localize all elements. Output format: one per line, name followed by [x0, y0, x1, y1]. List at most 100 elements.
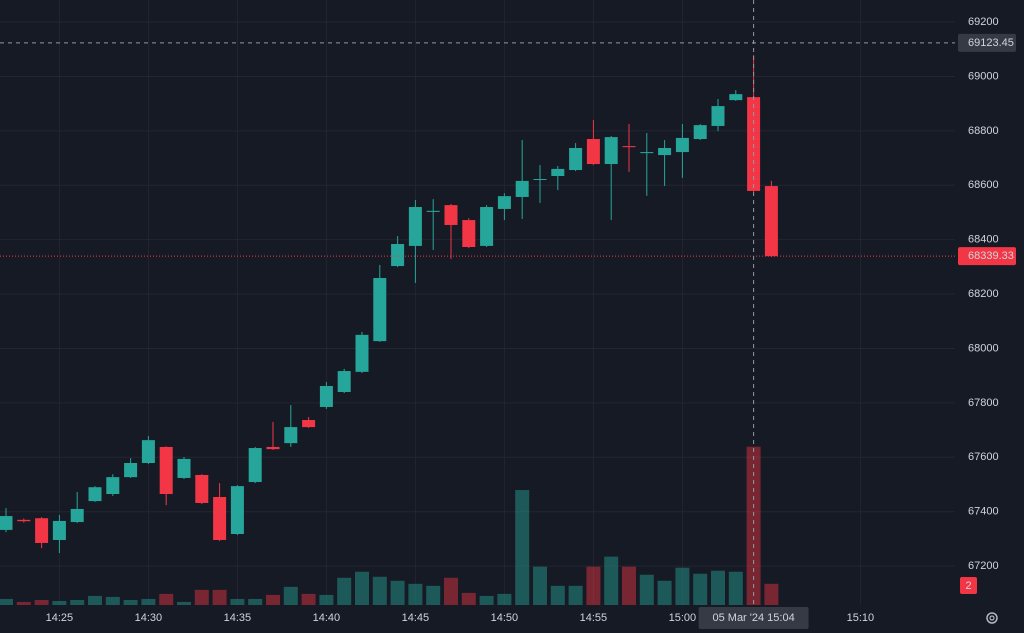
candle-body	[355, 334, 369, 372]
volume-bar	[372, 576, 387, 605]
volume-bar	[693, 573, 708, 605]
gear-hub[interactable]	[989, 615, 995, 621]
volume-bar	[586, 566, 601, 605]
volume-bar	[337, 577, 352, 605]
volume-bar	[461, 592, 476, 605]
volume-bar	[194, 589, 209, 605]
candle-body	[586, 139, 600, 165]
volume-bar	[479, 595, 494, 605]
candle-body	[195, 474, 209, 503]
volume-bar	[52, 600, 67, 605]
candle-body	[444, 205, 458, 225]
volume-bar	[622, 566, 636, 605]
crosshair-price-box	[958, 33, 1016, 52]
candle-body	[284, 427, 298, 444]
volume-bar	[212, 589, 227, 605]
candle-body	[622, 146, 636, 148]
candle-body	[159, 446, 173, 495]
candle-body	[230, 486, 244, 534]
candle-body	[693, 125, 707, 140]
y-tick-label: 68200	[968, 288, 999, 300]
volume-bar	[497, 593, 512, 605]
candle-body	[729, 94, 743, 101]
volume-bar	[355, 571, 369, 605]
candle-body	[70, 508, 84, 523]
candle-body	[391, 244, 405, 267]
x-tick-label: 15:00	[669, 612, 697, 624]
volume-bar	[319, 594, 334, 605]
candle-body	[426, 210, 440, 212]
volume-bar	[533, 566, 547, 605]
volume-bar	[408, 583, 423, 605]
candle-body	[213, 497, 227, 540]
volume-bar	[746, 446, 761, 605]
crosshair-time-box	[698, 607, 809, 629]
last-price-label: 68339.33	[968, 250, 1014, 262]
crosshair-price-label: 69123.45	[968, 37, 1014, 49]
x-tick-label: 14:55	[580, 612, 608, 624]
gear-ring[interactable]	[986, 612, 998, 624]
candle-body	[462, 220, 476, 248]
volume-bar	[70, 599, 85, 605]
volume-bar	[515, 490, 530, 605]
volume-bar	[283, 586, 298, 605]
x-tick-label: 14:35	[224, 612, 252, 624]
y-tick-label: 68600	[968, 179, 999, 191]
volume-bar	[177, 601, 191, 605]
candle-body	[337, 371, 351, 392]
volume-bar	[568, 585, 583, 605]
candle-body	[319, 386, 333, 407]
candle-body	[106, 477, 120, 495]
candle-body	[515, 180, 529, 197]
volume-bar	[230, 598, 245, 605]
candle-body	[497, 196, 511, 209]
y-tick-label: 69200	[968, 16, 999, 28]
last-price-box	[958, 247, 1016, 266]
volume-bar	[604, 556, 619, 605]
candle-body	[604, 137, 618, 165]
x-tick-label: 14:40	[313, 612, 341, 624]
volume-bar	[16, 601, 31, 605]
candle-body	[177, 458, 191, 478]
candle-body	[533, 178, 547, 180]
volume-bar	[728, 571, 743, 605]
volume-bar	[105, 596, 120, 605]
candle-body	[640, 152, 654, 154]
candle-body	[302, 420, 316, 428]
volume-scale-box	[960, 577, 977, 594]
x-tick-label: 14:45	[402, 612, 430, 624]
candle-body	[88, 487, 102, 502]
y-tick-label: 67600	[968, 451, 999, 463]
candle-body	[141, 440, 155, 463]
candle-body	[764, 186, 778, 257]
settings-icon[interactable]	[986, 612, 998, 624]
volume-bar	[764, 583, 779, 605]
candle-body	[266, 446, 280, 450]
y-tick-label: 67800	[968, 397, 999, 409]
candle-body	[711, 106, 725, 126]
volume-bar	[266, 594, 280, 605]
volume-bar	[141, 598, 156, 605]
volume-scale-label: 2	[965, 580, 971, 592]
candle-body	[35, 518, 49, 543]
candle-body	[52, 520, 66, 540]
y-tick-label: 68400	[968, 234, 999, 246]
candle-body	[248, 448, 262, 483]
y-tick-label: 67400	[968, 506, 999, 518]
x-tick-label: 14:30	[135, 612, 163, 624]
candle-body	[551, 168, 565, 177]
volume-bar	[159, 593, 174, 605]
volume-bar	[657, 580, 672, 605]
candle-body	[675, 137, 689, 153]
volume-bar	[675, 567, 690, 605]
volume-bar	[301, 593, 316, 605]
y-tick-label: 68800	[968, 125, 999, 137]
volume-bar	[390, 580, 405, 605]
volume-bar	[550, 585, 565, 605]
volume-bar	[426, 585, 441, 605]
candle-body	[408, 207, 422, 246]
volume-bar	[444, 577, 458, 605]
volume-bar	[88, 595, 102, 605]
